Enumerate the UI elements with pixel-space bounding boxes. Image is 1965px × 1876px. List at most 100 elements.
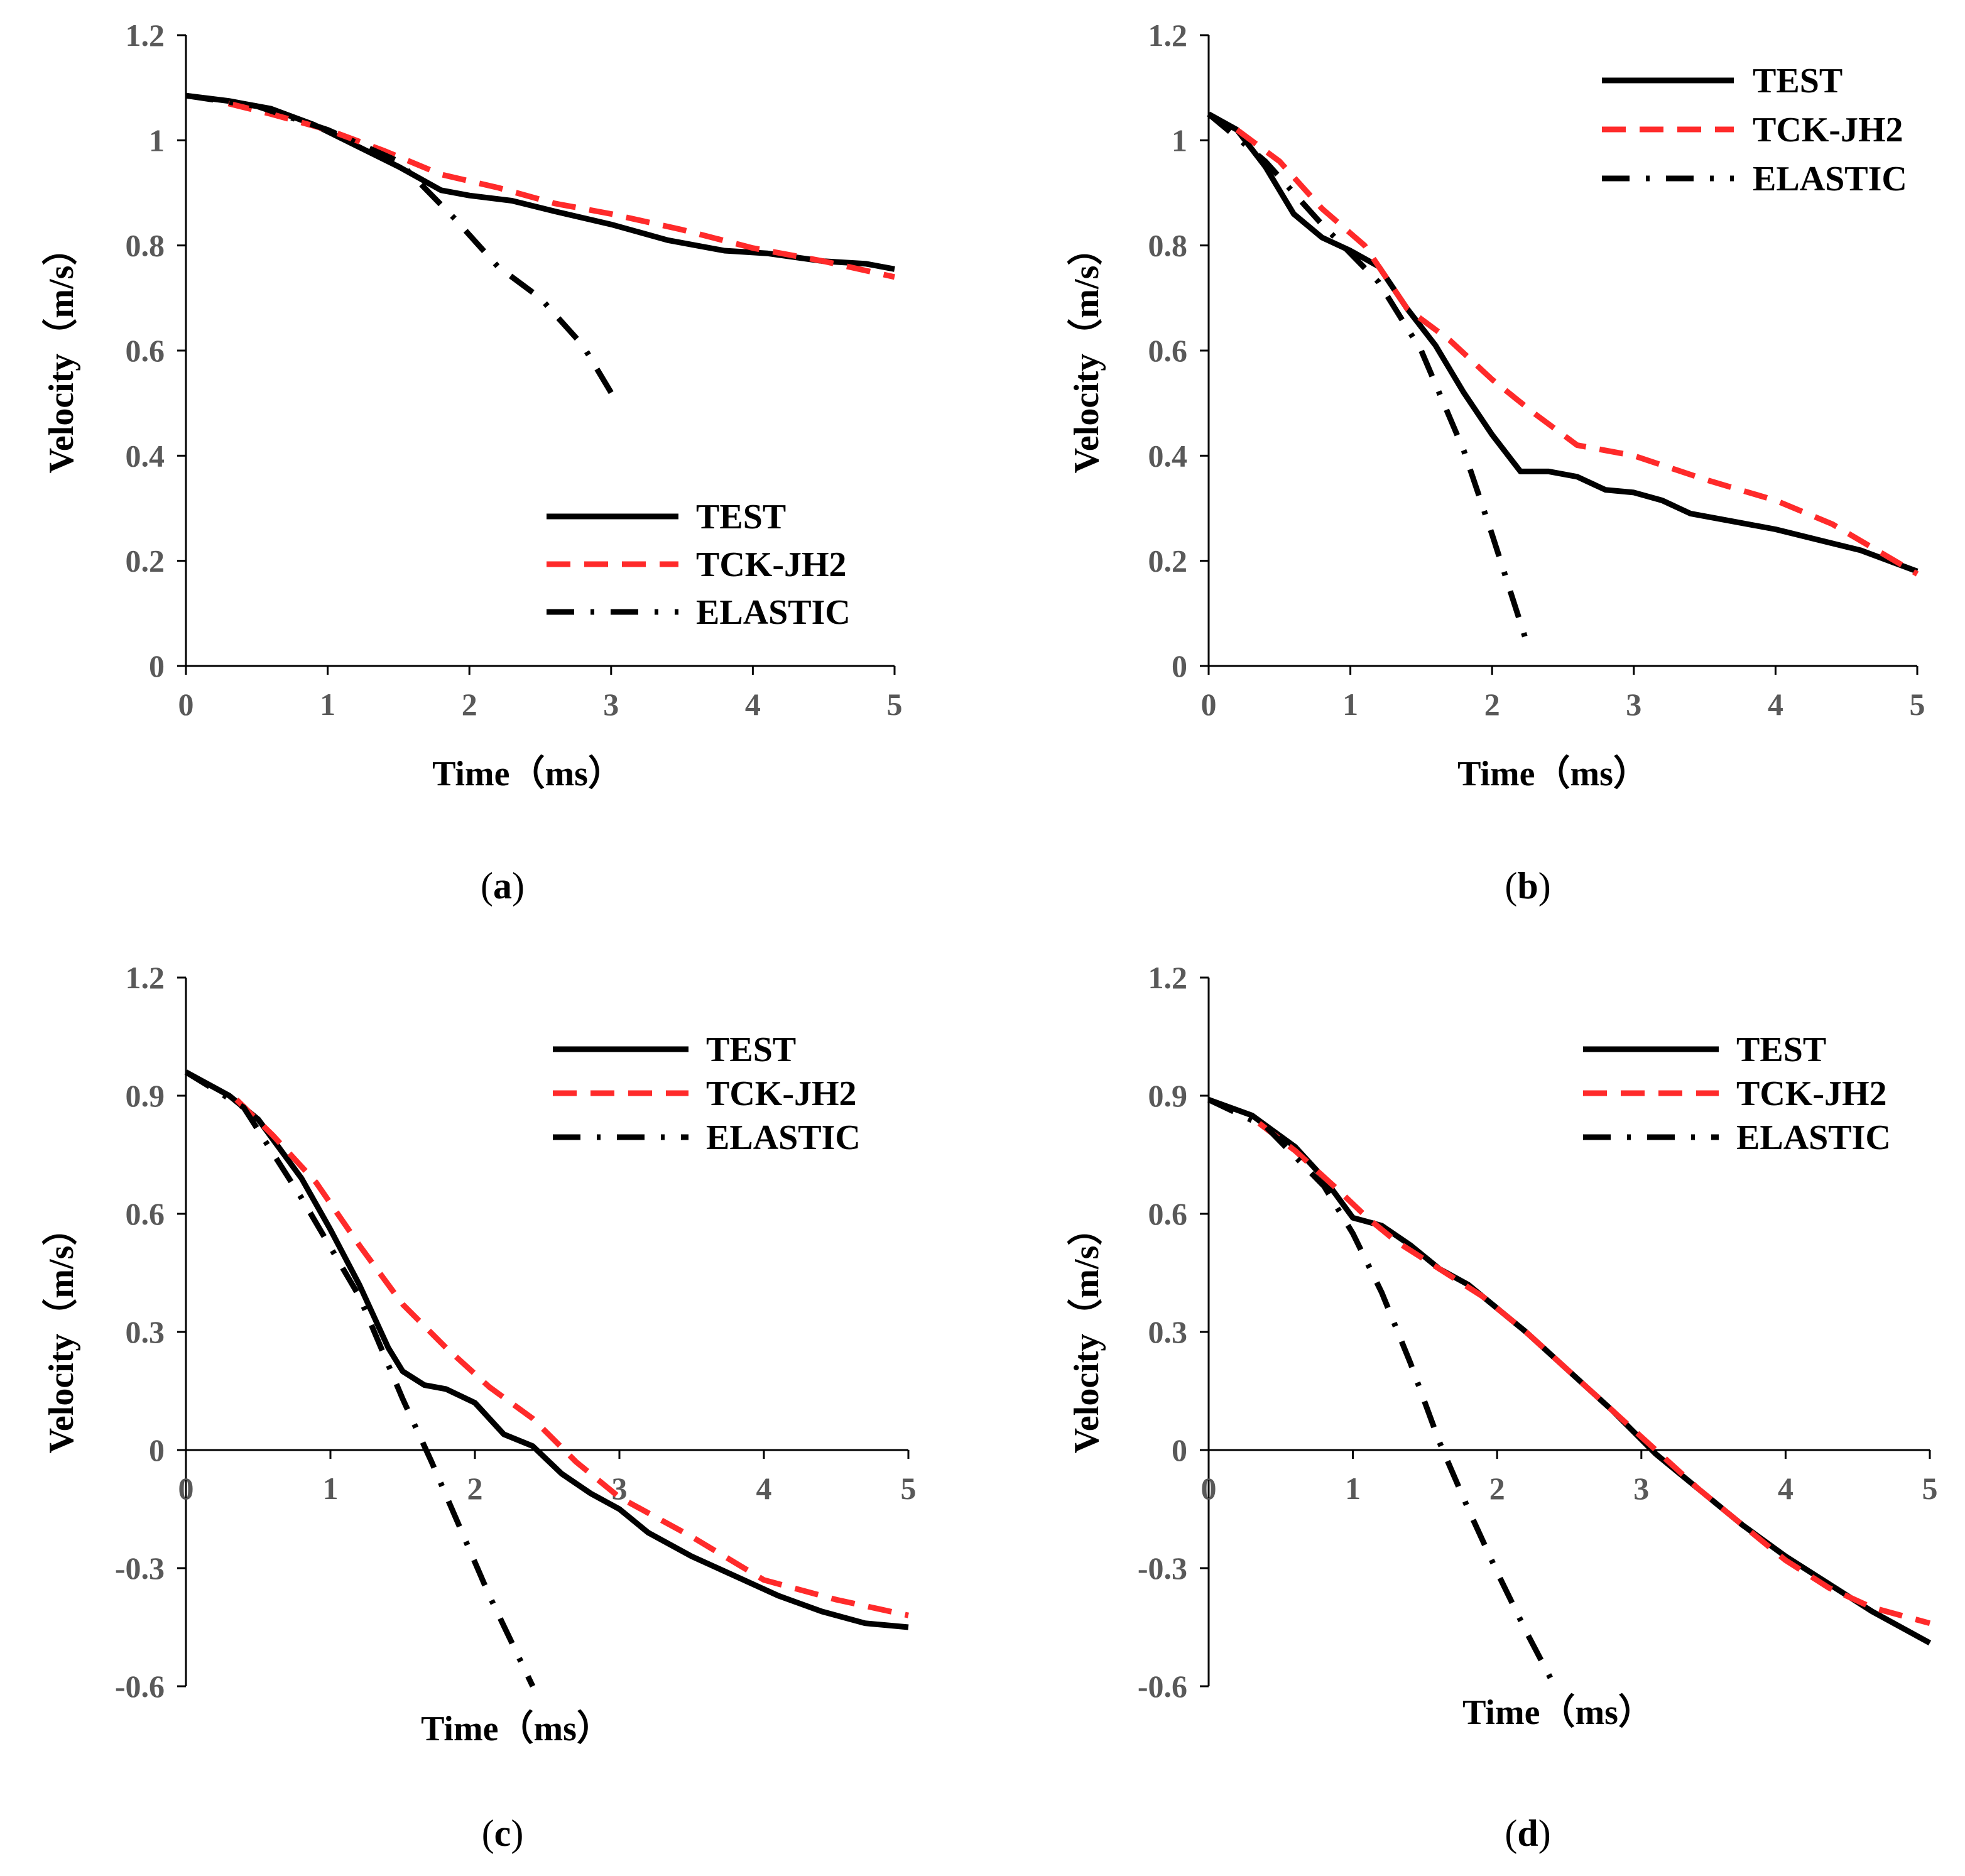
y-tick-label: 0.8 [126, 228, 165, 263]
legend-label-elastic: ELASTIC [1736, 1118, 1891, 1157]
y-tick-label: -0.3 [1138, 1551, 1187, 1586]
series-line-test [1207, 111, 1919, 574]
y-tick-label: 0.4 [126, 438, 165, 473]
panel-caption: (b) [1505, 865, 1550, 907]
caption-letter: a [493, 865, 512, 907]
x-tick-label: 0 [1201, 687, 1217, 722]
y-tick-label: 0 [149, 648, 165, 684]
series-line-tck-jh2 [1235, 127, 1919, 577]
legend: TEST TCK-JH2 ELASTIC [553, 1030, 861, 1157]
chart-panel-c: -0.6 -0.3 0 0.3 0.6 0.9 1.2 0 1 2 3 4 5 TEST TCK-JH2 EL… [41, 960, 917, 1854]
y-tick-label: 0.9 [126, 1078, 165, 1113]
y-tick-label: -0.6 [1138, 1669, 1187, 1704]
caption-paren: ( [1505, 865, 1517, 907]
series-line-tck-jh2 [1257, 1121, 1931, 1627]
x-tick-label: 0 [178, 687, 194, 722]
panel-caption: (a) [481, 865, 525, 907]
series-line-elastic [1207, 1097, 1557, 1688]
x-axis-label: Time（ms） [1457, 754, 1648, 793]
y-tick-label: 1.2 [126, 960, 165, 995]
x-tick-label: 0 [1201, 1471, 1217, 1506]
y-tick-label: 0 [1172, 1432, 1187, 1468]
y-tick-label: 1 [1172, 123, 1187, 158]
legend-label-tck-jh2: TCK-JH2 [706, 1074, 857, 1113]
y-axis-label: Velocity（m/s） [1067, 231, 1106, 474]
x-tick-label: 4 [745, 687, 761, 722]
y-tick-label: 0 [149, 1432, 165, 1468]
chart-panel-d: -0.6 -0.3 0 0.3 0.6 0.9 1.2 0 1 2 3 4 5 TEST TCK-JH2 EL… [1067, 960, 1938, 1854]
caption-letter: d [1517, 1813, 1538, 1854]
legend-label-tck-jh2: TCK-JH2 [696, 545, 847, 584]
x-tick-label: 2 [467, 1471, 483, 1506]
series-line-test [184, 1069, 909, 1630]
caption-paren: ) [1538, 1813, 1551, 1854]
caption-paren: ( [1505, 1813, 1517, 1854]
x-tick-label: 5 [1910, 687, 1925, 722]
x-tick-label: 5 [901, 1471, 917, 1506]
caption-letter: b [1517, 865, 1538, 907]
x-tick-label: 4 [756, 1471, 772, 1506]
x-tick-label: 2 [1484, 687, 1500, 722]
legend-label-test: TEST [706, 1030, 796, 1069]
y-axis-label: Velocity（m/s） [1067, 1211, 1106, 1454]
x-tick-label: 3 [1626, 687, 1641, 722]
y-tick-label: 0.4 [1148, 438, 1188, 473]
x-tick-label: 4 [1768, 687, 1783, 722]
y-tick-label: 0.6 [126, 1196, 165, 1231]
x-tick-label: 3 [603, 687, 619, 722]
y-tick-label: 1.2 [1148, 960, 1188, 995]
x-tick-label: 5 [887, 687, 903, 722]
x-tick-label: 1 [1345, 1471, 1361, 1506]
x-tick-label: 2 [462, 687, 477, 722]
y-tick-label: 0.8 [1148, 228, 1188, 263]
legend-label-tck-jh2: TCK-JH2 [1753, 111, 1903, 150]
y-tick-label: 0.3 [1148, 1314, 1188, 1350]
y-tick-label: 1.2 [1148, 18, 1188, 53]
x-tick-label: 2 [1489, 1471, 1505, 1506]
x-tick-label: 1 [1342, 687, 1358, 722]
x-axis-label: Time（ms） [432, 754, 623, 793]
chart-panel-b: 0 0.2 0.4 0.6 0.8 1 1.2 0 1 2 3 4 5 TEST TCK-JH2 ELASTI… [1067, 18, 1925, 907]
y-tick-label: 0.6 [1148, 1196, 1188, 1231]
y-tick-label: 0.2 [126, 543, 165, 579]
caption-paren: ( [481, 865, 493, 907]
series-line-elastic [1207, 112, 1530, 646]
caption-paren: ) [512, 865, 525, 907]
legend-label-test: TEST [696, 498, 786, 537]
x-tick-label: 4 [1778, 1471, 1794, 1506]
x-tick-label: 0 [178, 1471, 194, 1506]
series-line-elastic [184, 1069, 536, 1688]
y-tick-label: 0.9 [1148, 1078, 1188, 1113]
x-tick-label: 1 [323, 1471, 339, 1506]
x-tick-label: 3 [1633, 1471, 1649, 1506]
legend: TEST TCK-JH2 ELASTIC [1583, 1030, 1891, 1157]
legend: TEST TCK-JH2 ELASTIC [1602, 62, 1907, 199]
legend-label-elastic: ELASTIC [1753, 160, 1907, 199]
legend-label-test: TEST [1753, 62, 1843, 101]
y-tick-label: 0.6 [1148, 333, 1188, 368]
legend-label-tck-jh2: TCK-JH2 [1736, 1074, 1887, 1113]
series-line-elastic [185, 92, 614, 395]
caption-paren: ) [511, 1813, 523, 1854]
x-tick-label: 5 [1922, 1471, 1938, 1506]
series-line-tck-jh2 [234, 1098, 909, 1618]
y-tick-label: -0.3 [115, 1551, 165, 1586]
legend-label-elastic: ELASTIC [696, 593, 851, 632]
y-tick-label: 0 [1172, 648, 1187, 684]
panel-caption: (c) [482, 1813, 524, 1854]
y-tick-label: -0.6 [115, 1669, 165, 1704]
caption-letter: c [494, 1813, 511, 1854]
x-axis-label: Time（ms） [421, 1709, 612, 1748]
x-axis-label: Time（ms） [1462, 1693, 1653, 1732]
y-tick-label: 1.2 [126, 18, 165, 53]
y-tick-label: 0.2 [1148, 543, 1188, 579]
legend-label-elastic: ELASTIC [706, 1118, 861, 1157]
y-axis-label: Velocity（m/s） [41, 231, 81, 474]
panel-caption: (d) [1505, 1813, 1550, 1854]
x-tick-label: 3 [612, 1471, 628, 1506]
series-line-test [185, 92, 895, 272]
legend: TEST TCK-JH2 ELASTIC [547, 498, 851, 632]
y-tick-label: 0.3 [126, 1314, 165, 1350]
caption-paren: ( [482, 1813, 494, 1854]
